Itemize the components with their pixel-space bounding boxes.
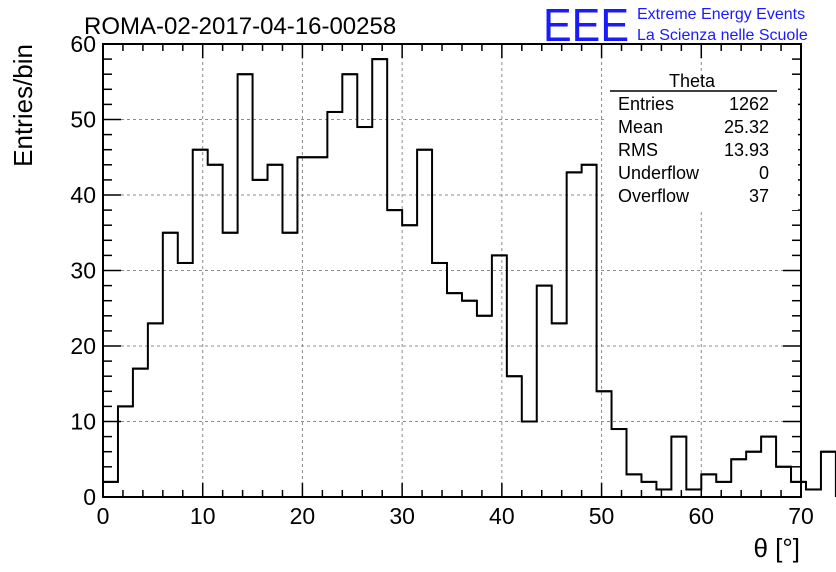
- y-tick-label: 10: [70, 409, 96, 435]
- stats-value-overflow: 37: [749, 186, 769, 206]
- stats-label-underflow: Underflow: [618, 163, 700, 183]
- y-tick-label: 20: [70, 333, 96, 359]
- chart-title: ROMA-02-2017-04-16-00258: [84, 13, 396, 40]
- grid-lines: [103, 44, 801, 497]
- stats-value-mean: 25.32: [724, 117, 769, 137]
- x-tick-label: 40: [489, 503, 515, 529]
- stats-box: Theta Entries 1262 Mean 25.32 RMS 13.93 …: [604, 71, 798, 210]
- histogram-outline: [102, 58, 836, 497]
- stats-value-rms: 13.93: [724, 140, 769, 160]
- x-tick-label: 70: [788, 503, 814, 529]
- stats-label-rms: RMS: [618, 140, 658, 160]
- x-tick-label: 50: [589, 503, 615, 529]
- stats-label-entries: Entries: [618, 94, 674, 114]
- y-tick-label: 60: [70, 31, 96, 57]
- y-tick-label: 40: [70, 182, 96, 208]
- y-axis-title: Entries/bin: [8, 44, 38, 167]
- x-tick-label: 20: [290, 503, 316, 529]
- stats-box-background: [604, 82, 798, 210]
- logo-line-2: La Scienza nelle Scuole: [637, 27, 808, 44]
- y-tick-labels: 0 10 20 30 40 50 60: [70, 31, 96, 510]
- stats-label-mean: Mean: [618, 117, 663, 137]
- logo-line-1: Extreme Energy Events: [637, 6, 805, 23]
- x-tick-labels: 0 10 20 30 40 50 60 70: [97, 503, 814, 529]
- x-tick-label: 30: [389, 503, 415, 529]
- eee-logo: EEE Extreme Energy Events La Scienza nel…: [543, 0, 808, 51]
- x-axis-title: θ [°]: [753, 533, 800, 563]
- stats-value-entries: 1262: [729, 94, 769, 114]
- x-tick-label: 60: [688, 503, 714, 529]
- y-tick-label: 0: [83, 484, 96, 510]
- stats-value-underflow: 0: [759, 163, 769, 183]
- stats-title: Theta: [669, 71, 716, 91]
- stats-label-overflow: Overflow: [618, 186, 690, 206]
- x-tick-label: 10: [190, 503, 216, 529]
- x-tick-label: 0: [97, 503, 110, 529]
- y-tick-label: 50: [70, 107, 96, 133]
- logo-mark: EEE: [543, 0, 629, 51]
- y-tick-label: 30: [70, 258, 96, 284]
